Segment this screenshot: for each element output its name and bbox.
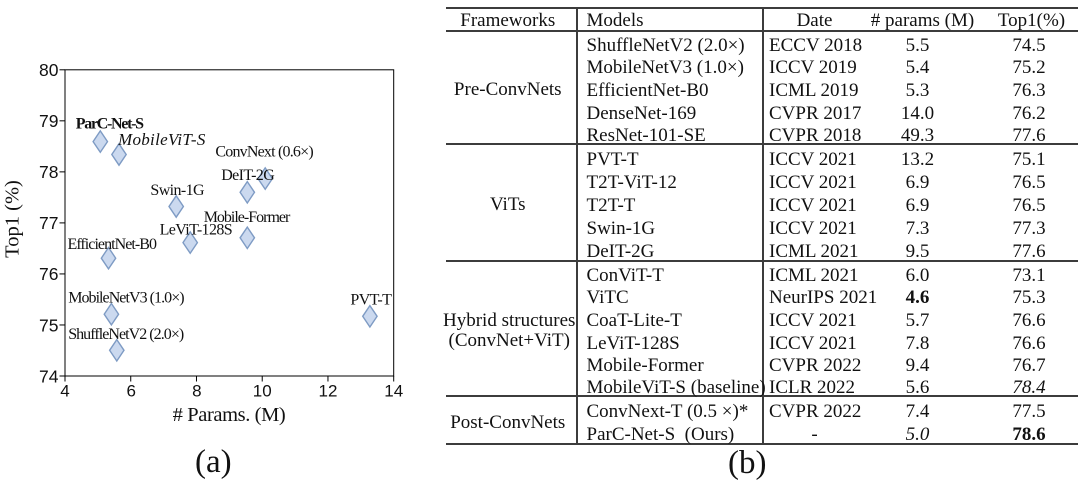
svg-text:ConvNext (0.6×): ConvNext (0.6×) xyxy=(215,144,313,161)
svg-text:74: 74 xyxy=(39,366,59,386)
svg-text:79: 79 xyxy=(39,111,58,131)
svg-text:80: 80 xyxy=(39,60,59,80)
svg-text:PVT-T: PVT-T xyxy=(350,292,392,309)
svg-text:78: 78 xyxy=(39,162,58,182)
svg-text:# Params. (M): # Params. (M) xyxy=(173,404,286,426)
svg-text:Swin-1G: Swin-1G xyxy=(150,182,205,199)
svg-text:14: 14 xyxy=(384,382,403,401)
svg-text:MobileViT-S: MobileViT-S xyxy=(117,130,206,149)
svg-text:ShuffleNetV2 (2.0×): ShuffleNetV2 (2.0×) xyxy=(68,326,184,343)
svg-text:ParC-Net-S: ParC-Net-S xyxy=(76,116,144,133)
svg-text:LeViT-128S: LeViT-128S xyxy=(160,221,232,238)
svg-text:DeIT-2G: DeIT-2G xyxy=(221,167,275,184)
svg-text:Mobile-Former: Mobile-Former xyxy=(204,209,291,226)
svg-text:EfficientNet-B0: EfficientNet-B0 xyxy=(68,236,157,253)
svg-text:76: 76 xyxy=(39,264,58,284)
svg-text:4: 4 xyxy=(60,382,69,401)
svg-text:10: 10 xyxy=(253,382,272,401)
svg-text:Top1 (%): Top1 (%) xyxy=(2,180,24,258)
svg-text:MobileNetV3 (1.0×): MobileNetV3 (1.0×) xyxy=(68,290,184,307)
svg-text:8: 8 xyxy=(192,382,201,401)
svg-text:77: 77 xyxy=(39,213,58,233)
svg-text:75: 75 xyxy=(39,315,58,335)
svg-text:6: 6 xyxy=(126,382,135,401)
svg-text:12: 12 xyxy=(318,382,337,401)
